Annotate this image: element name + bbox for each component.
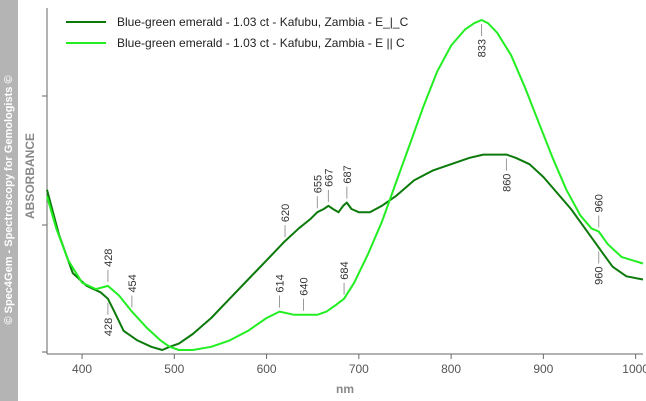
legend: Blue-green emerald - 1.03 ct - Kafubu, Z… bbox=[66, 15, 409, 50]
watermark-bar: © Spec4Gem - Spectroscopy for Gemologist… bbox=[0, 0, 18, 401]
x-axis-title: nm bbox=[336, 382, 354, 396]
peak-label: 687 bbox=[342, 165, 354, 183]
x-tick-label: 400 bbox=[72, 362, 92, 376]
peak-label: 667 bbox=[323, 168, 335, 186]
x-tick-label: 600 bbox=[257, 362, 277, 376]
legend-label-2: Blue-green emerald - 1.03 ct - Kafubu, Z… bbox=[117, 36, 405, 50]
peak-label: 960 bbox=[594, 266, 606, 284]
axes: 400 500 600 700 800 900 1000 nm ABSORBANCE bbox=[23, 8, 646, 396]
peak-label: 428 bbox=[103, 318, 115, 336]
series-layer bbox=[46, 19, 644, 351]
peak-label: 614 bbox=[274, 274, 286, 292]
peak-label: 960 bbox=[594, 194, 606, 212]
x-tick-label: 700 bbox=[349, 362, 369, 376]
peak-label: 428 bbox=[103, 249, 115, 267]
series-line-2 bbox=[46, 19, 644, 351]
peak-label: 655 bbox=[312, 175, 324, 193]
annotation-layer: 428 454 428 620 655 667 687 614 640 684 833 860 960 9… bbox=[103, 24, 606, 336]
peak-label: 833 bbox=[477, 39, 489, 57]
peak-label: 860 bbox=[501, 174, 513, 192]
peak-label: 454 bbox=[127, 274, 139, 292]
y-axis-title: ABSORBANCE bbox=[23, 133, 37, 219]
series-line-1 bbox=[46, 153, 644, 351]
legend-label-1: Blue-green emerald - 1.03 ct - Kafubu, Z… bbox=[117, 15, 409, 29]
x-tick-label: 800 bbox=[441, 362, 461, 376]
peak-label: 640 bbox=[298, 277, 310, 295]
x-tick-label: 900 bbox=[533, 362, 553, 376]
peak-label: 684 bbox=[339, 261, 351, 279]
peak-label: 620 bbox=[280, 204, 292, 222]
x-tick-label: 1000 bbox=[622, 362, 646, 376]
x-tick-label: 500 bbox=[164, 362, 184, 376]
